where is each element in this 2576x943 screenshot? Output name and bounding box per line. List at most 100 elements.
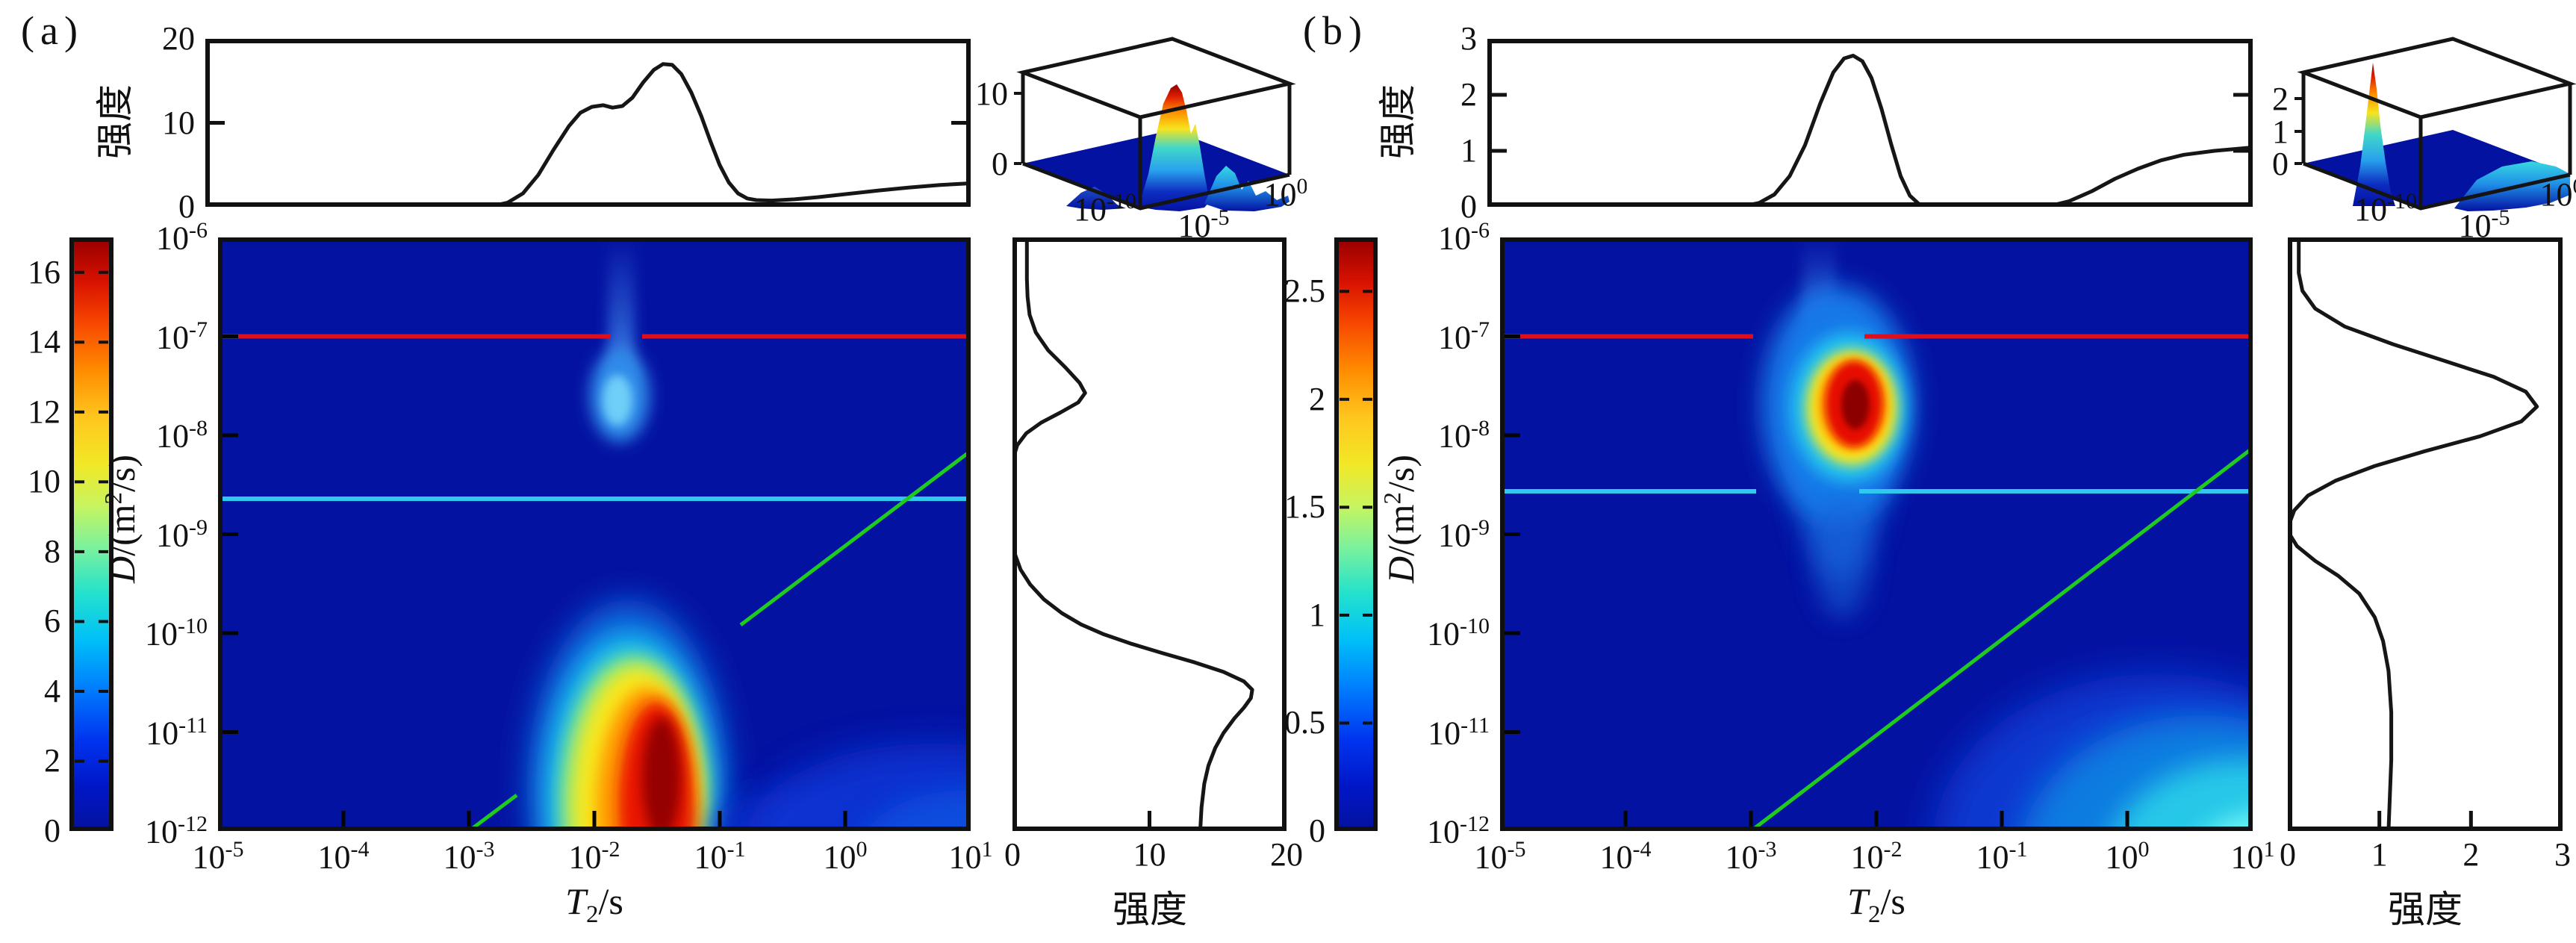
map-xtick-label: 10-5 <box>1474 837 1526 876</box>
right-plot-xlabel-b: 强度 <box>2388 888 2463 930</box>
map-ytick-label: 10-8 <box>1438 416 1490 455</box>
colorbar-ticks <box>1340 290 1372 725</box>
map-xtick-label: 10-2 <box>568 837 620 876</box>
map-border <box>1500 237 2253 831</box>
inset-xtick-label: 10-10 <box>1074 189 1136 228</box>
map-ytick-label: 10-11 <box>1428 712 1490 752</box>
colorbar-tick-label: 0 <box>1309 812 1325 849</box>
t-rest: /s <box>598 880 623 922</box>
map-xtick-label: 100 <box>823 837 868 876</box>
map-xtick-label: 10-1 <box>694 837 746 876</box>
green-diagonal-line <box>468 794 518 829</box>
right-plot-xtick-label: 10 <box>1133 836 1166 873</box>
colorbar-tick-label: 0 <box>44 812 60 849</box>
map-xtick-label: 10-4 <box>1599 837 1652 876</box>
d-rest: /s) <box>1380 454 1422 492</box>
map-xtick-label: 101 <box>948 837 993 876</box>
colorbar <box>1334 237 1378 831</box>
colorbar-tick-label: 14 <box>28 323 60 361</box>
map-ytick-label: 10-7 <box>1438 317 1490 356</box>
map-xtick-label: 101 <box>2230 837 2275 876</box>
inset-xtick-label: 10-5 <box>1178 205 1230 244</box>
heat-blob-layer <box>2114 760 2250 829</box>
box-floor-edge <box>2303 161 2571 211</box>
heat-blob-layer <box>868 790 968 829</box>
top-plot-ytick-label: 0 <box>1460 187 1477 225</box>
map-ytick-label: 10-9 <box>156 514 208 554</box>
green-diagonal-line <box>1750 447 2250 829</box>
colorbar-tick-label: 0.5 <box>1284 704 1325 741</box>
surface-peak <box>1204 166 1289 211</box>
inset-ztick-label: 0 <box>992 146 1008 182</box>
right-plot-xtick-label: 20 <box>1270 836 1303 873</box>
colorbar-tick-label: 2.5 <box>1284 273 1325 310</box>
d-symbol: D <box>101 555 143 584</box>
heat-layers <box>1502 240 2250 829</box>
plot-border <box>1487 39 2253 207</box>
top-plot-ytick-label: 10 <box>162 104 195 141</box>
colorbar-tick-label: 2 <box>1309 380 1325 417</box>
panel-label-b: (b) <box>1303 8 1368 53</box>
map-ytick-label: 10-8 <box>156 416 208 455</box>
map-xtick-label: 10-5 <box>192 837 244 876</box>
heat-blob-layer <box>2208 811 2250 829</box>
intensity-curve <box>2288 237 2539 831</box>
surface-peak <box>2353 63 2395 206</box>
top-plot-ytick-label: 3 <box>1460 19 1477 57</box>
inset-xtick-label: 10-10 <box>2354 189 2417 228</box>
inset-xtick-label: 100 <box>2540 174 2576 213</box>
plot-bg <box>2288 237 2563 831</box>
inset-ztick-label: 1 <box>2272 113 2289 150</box>
map-ytick-label: 10-7 <box>156 317 208 356</box>
panel-label-a: (a) <box>21 8 84 53</box>
heat-layers <box>220 240 968 829</box>
right-plot-xtick-label: 0 <box>1004 836 1021 873</box>
colorbar-ticks <box>75 270 108 763</box>
heat-blob-layer <box>642 717 681 829</box>
colorbar-tick-label: 10 <box>28 463 60 500</box>
inset-xtick-label: 100 <box>1264 174 1307 213</box>
t2-axis-label-a: T2/s <box>565 880 623 929</box>
t2-axis-label-b: T2/s <box>1847 880 1905 929</box>
top-marginal-plot <box>1487 39 2253 207</box>
map-xtick-label: 10-4 <box>317 837 370 876</box>
surface-peak <box>1139 84 1210 211</box>
surface-3d-inset: 210 10-10 10-5 100 <box>2272 37 2576 244</box>
map-xtick-label: 10-2 <box>1850 837 1903 876</box>
colorbar-tick-label: 2 <box>44 742 60 779</box>
map-xtick-label: 10-3 <box>443 837 495 876</box>
plot-bg <box>1487 39 2253 207</box>
plot-border <box>2288 237 2563 831</box>
map-ytick-label: 10-12 <box>1427 812 1490 850</box>
d-axis-label-a: D/(m2/s) <box>100 455 143 583</box>
right-plot-xlabel-a: 强度 <box>1113 888 1187 930</box>
map-ytick-label: 10-6 <box>156 218 208 257</box>
map-ytick-label: 10-9 <box>1438 514 1490 554</box>
top-plot-ylabel-b: 强度 <box>1377 84 1419 159</box>
d-symbol: D <box>1380 555 1422 584</box>
plot-bg <box>205 39 971 207</box>
t-symbol: T <box>1847 880 1868 922</box>
green-diagonal-line <box>739 450 968 626</box>
map-ytick-label: 10-10 <box>145 614 208 653</box>
map-border <box>218 237 971 831</box>
plot-bg <box>1012 237 1287 831</box>
box-top-face <box>1016 37 1296 119</box>
colorbar-tick-label: 12 <box>28 393 60 430</box>
d-sup: 2 <box>100 491 128 505</box>
right-plot-xtick-label: 2 <box>2463 836 2480 873</box>
surface-peak <box>1066 187 1126 210</box>
intensity-curve <box>1487 54 2253 207</box>
t-sub: 2 <box>1867 901 1881 928</box>
top-plot-ytick-label: 20 <box>162 19 195 57</box>
map-ytick-label: 10-11 <box>146 712 208 752</box>
d-axis-label-b: D/(m2/s) <box>1379 455 1422 583</box>
plot-border <box>205 39 971 207</box>
d-mid: /(m <box>1380 504 1422 556</box>
top-plot-ytick-label: 1 <box>1460 131 1477 169</box>
inset-ztick-label: 2 <box>2272 81 2289 117</box>
heat-blob-layer <box>1814 499 1870 618</box>
right-plot-xtick-label: 0 <box>2280 836 2296 873</box>
